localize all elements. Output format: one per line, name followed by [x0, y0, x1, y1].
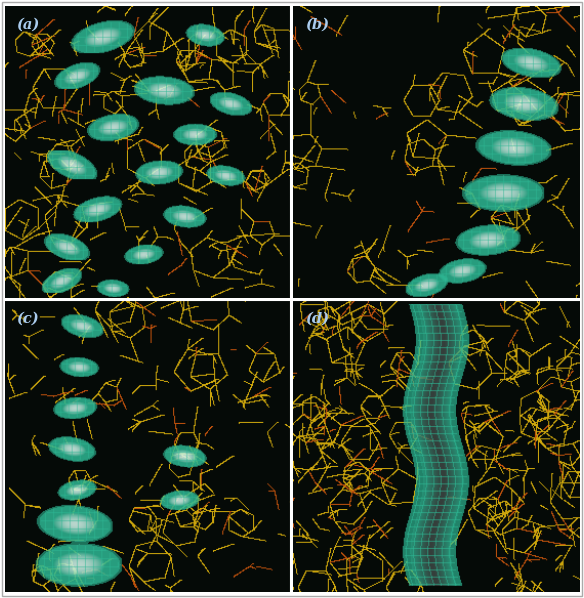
- Text: (c): (c): [16, 312, 39, 326]
- Text: (a): (a): [16, 18, 39, 32]
- Text: (b): (b): [305, 18, 329, 32]
- Text: (d): (d): [305, 312, 329, 326]
